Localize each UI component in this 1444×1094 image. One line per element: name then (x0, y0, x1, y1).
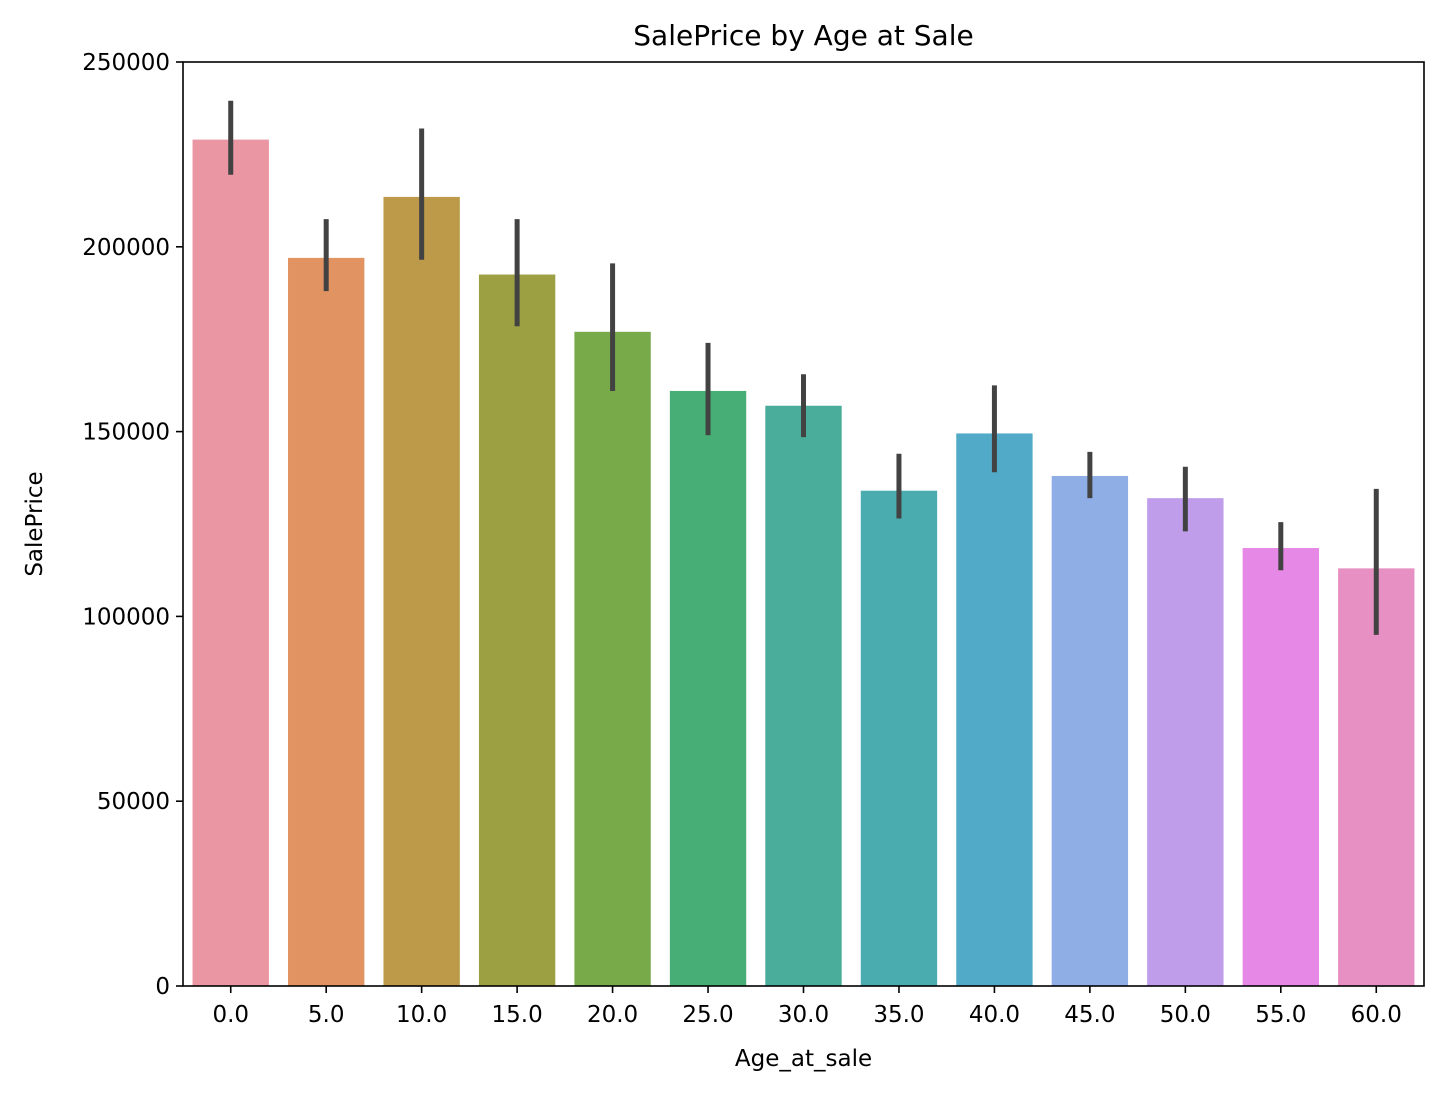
bar-20.0 (574, 331, 651, 987)
y-tick-label: 250000 (82, 50, 170, 76)
bar-25.0 (669, 390, 747, 987)
bar-5.0 (288, 257, 365, 986)
x-axis-label: Age_at_sale (735, 1046, 872, 1072)
bar-60.0 (1338, 568, 1415, 986)
y-tick-label: 100000 (82, 604, 170, 630)
x-tick-label: 20.0 (587, 1002, 638, 1028)
bar-55.0 (1242, 548, 1319, 986)
error-bars-layer (228, 100, 1379, 635)
x-tick-label: 55.0 (1255, 1002, 1306, 1028)
y-tick-label: 0 (155, 974, 170, 1000)
y-tick-label: 150000 (82, 420, 170, 446)
x-tick-label: 50.0 (1160, 1002, 1211, 1028)
bar-45.0 (1051, 475, 1129, 986)
bars-layer (192, 139, 1415, 987)
x-tick-label: 15.0 (492, 1002, 543, 1028)
x-tick-label: 45.0 (1064, 1002, 1115, 1028)
bar-30.0 (765, 405, 842, 986)
x-tick-label: 35.0 (873, 1002, 924, 1028)
x-tick-label: 0.0 (212, 1002, 249, 1028)
x-tick-label: 40.0 (969, 1002, 1020, 1028)
y-tick-label: 200000 (82, 235, 170, 261)
bar-0.0 (192, 139, 269, 987)
bar-15.0 (478, 274, 556, 986)
y-axis: 0 50000 100000 150000 200000 250000 (82, 50, 183, 1000)
bar-50.0 (1147, 498, 1224, 986)
x-tick-label: 10.0 (396, 1002, 447, 1028)
x-tick-label: 25.0 (682, 1002, 733, 1028)
x-axis: 0.0 5.0 10.0 15.0 20.0 25.0 30.0 35.0 40.0 45.0 50… (212, 986, 1402, 1028)
x-tick-label: 60.0 (1351, 1002, 1402, 1028)
y-tick-label: 50000 (97, 789, 170, 815)
chart-title: SalePrice by Age at Sale (633, 19, 973, 52)
bar-40.0 (956, 433, 1033, 986)
bar-35.0 (860, 490, 938, 986)
bar-10.0 (383, 196, 460, 987)
x-tick-label: 5.0 (308, 1002, 345, 1028)
y-axis-label: SalePrice (22, 471, 48, 576)
x-tick-label: 30.0 (778, 1002, 829, 1028)
